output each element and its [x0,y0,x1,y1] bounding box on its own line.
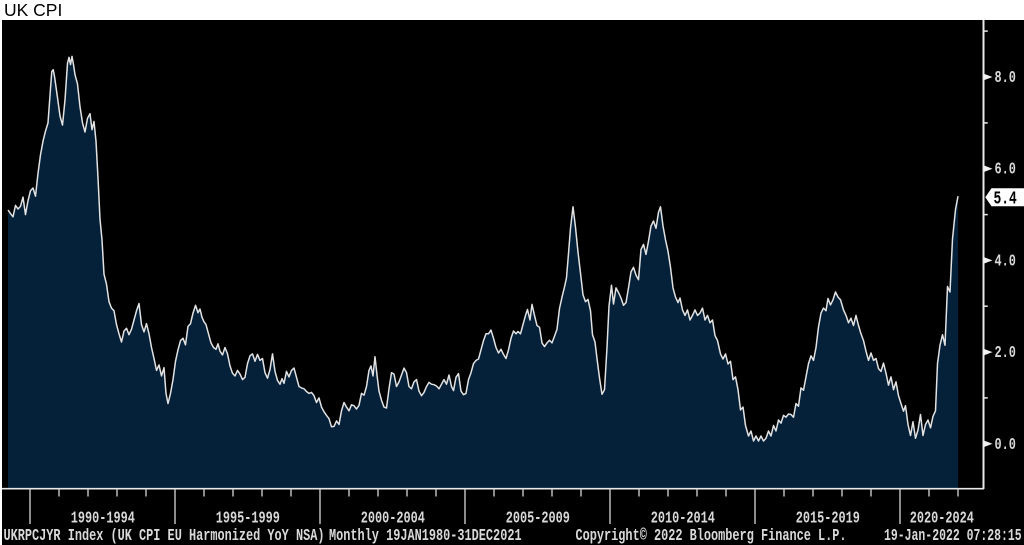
svg-text:4.0: 4.0 [995,253,1016,272]
svg-text:UKRPCJYR Index (UK CPI EU Harm: UKRPCJYR Index (UK CPI EU Harmonized YoY… [4,527,325,545]
svg-text:6.0: 6.0 [995,161,1016,180]
svg-text:5.4: 5.4 [994,188,1018,209]
svg-text:2000-2004: 2000-2004 [361,510,425,529]
svg-text:1990-1994: 1990-1994 [71,510,135,529]
svg-text:0.0: 0.0 [995,436,1016,455]
svg-text:1995-1999: 1995-1999 [216,510,280,529]
svg-text:2005-2009: 2005-2009 [506,510,570,529]
svg-text:Copyright© 2022 Bloomberg Fina: Copyright© 2022 Bloomberg Finance L.P. [576,527,847,545]
svg-text:8.0: 8.0 [995,69,1016,88]
svg-text:2015-2019: 2015-2019 [796,510,860,529]
svg-text:Monthly 19JAN1980-31DEC2021: Monthly 19JAN1980-31DEC2021 [329,527,522,545]
svg-text:2010-2014: 2010-2014 [651,510,715,529]
svg-text:19-Jan-2022 07:28:15: 19-Jan-2022 07:28:15 [884,527,1022,545]
svg-text:2.0: 2.0 [995,344,1016,363]
svg-text:2020-2024: 2020-2024 [910,510,974,529]
